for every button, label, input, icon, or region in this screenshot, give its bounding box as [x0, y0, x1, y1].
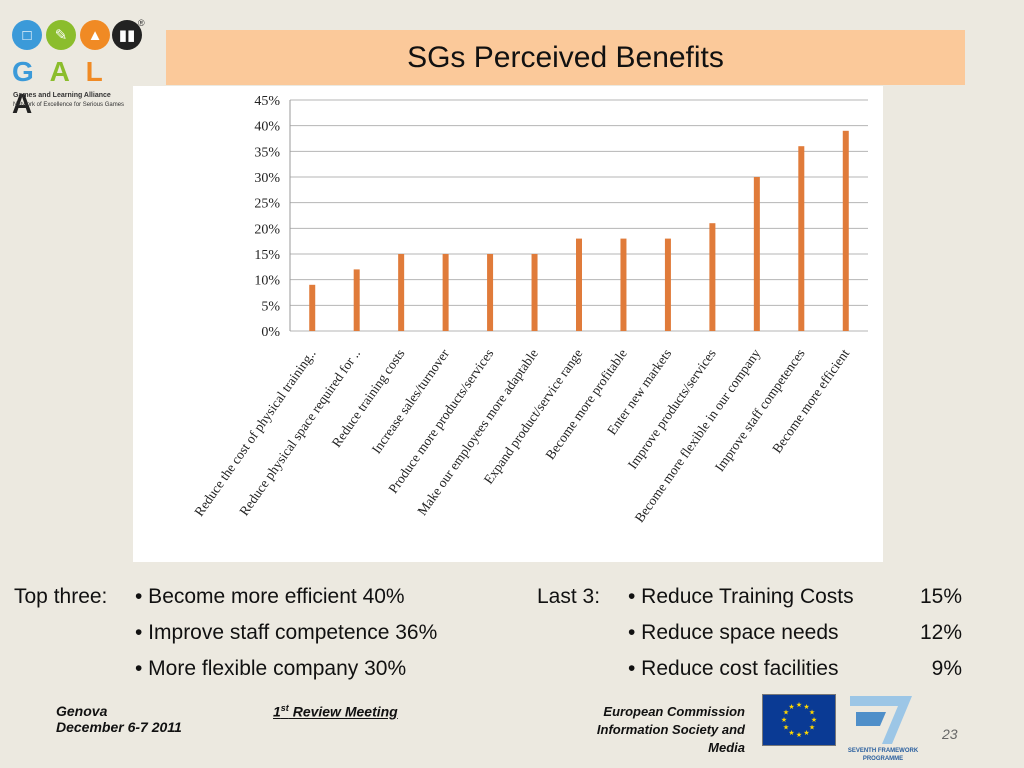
bar: [664, 238, 671, 331]
star-icon: ★: [781, 716, 787, 724]
x-category-label: Become more efficient: [769, 346, 852, 456]
logo-letter: G: [12, 56, 38, 87]
y-tick-label: 0%: [261, 325, 280, 340]
footer-meeting: 1st Review Meeting: [273, 703, 398, 720]
logo-tagline: Network of Excellence for Serious Games: [13, 102, 125, 108]
slide-title: SGs Perceived Benefits: [407, 40, 724, 74]
star-icon: ★: [796, 731, 802, 739]
title-bar: SGs Perceived Benefits: [166, 30, 965, 85]
meeting-prefix: 1: [273, 703, 281, 720]
logo-subtitle: Games and Learning Alliance: [13, 92, 111, 99]
pen-icon: ✎: [46, 20, 76, 50]
y-tick-label: 20%: [254, 222, 280, 237]
footer-ec: European Commission Information Society …: [540, 703, 745, 757]
y-tick-label: 25%: [254, 197, 280, 212]
bar: [353, 269, 360, 331]
meeting-rest: Review Meeting: [288, 703, 398, 720]
y-tick-label: 15%: [254, 248, 280, 263]
ec-line: Media: [708, 740, 745, 755]
laptop-icon: □: [12, 20, 42, 50]
y-tick-label: 5%: [261, 299, 280, 314]
bar: [531, 254, 538, 331]
last-item-value: 15%: [919, 585, 962, 608]
logo-letters: G A L A: [12, 56, 142, 120]
book-icon: ▮▮: [112, 20, 142, 50]
bar-chart: 45%40%35%30%25%20%15%10%5%0%Reduce the c…: [191, 94, 868, 525]
star-icon: ★: [783, 724, 789, 732]
star-icon: ★: [803, 729, 809, 737]
star-icon: ★: [803, 703, 809, 711]
star-icon: ★: [796, 701, 802, 709]
last-item-value: 9%: [931, 657, 962, 680]
last-item: • Reduce cost facilities: [628, 657, 839, 680]
y-tick-label: 30%: [254, 171, 280, 186]
star-icon: ★: [809, 724, 815, 732]
bar: [398, 254, 405, 331]
bar: [309, 284, 316, 331]
last-item: • Reduce space needs: [628, 621, 839, 644]
top-item: • Improve staff competence 36%: [135, 621, 438, 644]
logo-letter: L: [85, 56, 107, 87]
fp7-label: SEVENTH FRAMEWORK: [848, 748, 919, 754]
bar: [442, 254, 449, 331]
x-category-label: Become more profitable: [542, 346, 630, 462]
star-icon: ★: [788, 729, 794, 737]
footer-location: Genova: [56, 703, 108, 719]
fp7-label2: PROGRAMME: [863, 756, 903, 762]
gamepad-icon: ▲: [80, 20, 110, 50]
eu-flag-icon: ★ ★ ★ ★ ★ ★ ★ ★ ★ ★ ★ ★: [762, 694, 836, 746]
bar: [798, 146, 805, 331]
gala-logo: □ ✎ ▲ ▮▮ ® G A L A Games and Learning Al…: [8, 14, 145, 119]
star-icon: ★: [783, 709, 789, 717]
last-three-label: Last 3:: [537, 585, 601, 608]
ec-line: Information Society and: [596, 722, 745, 737]
x-category-label: Increase sales/turnover: [369, 346, 453, 457]
top-item: • Become more efficient 40%: [135, 585, 405, 608]
chart-container: 45% 40% 35% 30% 25% 20% 15% 10% 5% 0% Reduce the c…: [133, 86, 883, 562]
y-tick-label: 45%: [254, 94, 280, 109]
y-tick-label: 40%: [254, 120, 280, 135]
top-three-label: Top three:: [14, 585, 108, 608]
top-item: • More flexible company 30%: [135, 657, 407, 680]
bar: [576, 238, 582, 331]
star-icon: ★: [811, 716, 817, 724]
y-tick-label: 35%: [254, 145, 280, 160]
logo-letter: A: [12, 88, 37, 119]
last-item: • Reduce Training Costs: [628, 585, 854, 608]
x-category-label: Improve staff competences: [712, 346, 808, 474]
bar: [709, 223, 716, 331]
bar: [753, 177, 760, 331]
page-number: 23: [942, 726, 958, 742]
bar: [842, 130, 849, 331]
y-tick-label: 10%: [254, 274, 280, 289]
logo-letter: A: [49, 56, 74, 87]
x-category-label: Improve products/services: [625, 346, 719, 472]
footer-date: December 6-7 2011: [56, 719, 182, 735]
star-icon: ★: [809, 709, 815, 717]
star-icon: ★: [788, 703, 794, 711]
fp7-logo: SEVENTH FRAMEWORK PROGRAMME: [842, 692, 924, 762]
bar: [487, 254, 494, 331]
registered-mark: ®: [138, 18, 145, 28]
last-item-value: 12%: [919, 621, 962, 644]
ec-line: European Commission: [603, 704, 745, 719]
bar: [620, 238, 627, 331]
footer-location-date: Genova December 6-7 2011: [56, 703, 182, 735]
meeting-sup: st: [280, 703, 289, 713]
